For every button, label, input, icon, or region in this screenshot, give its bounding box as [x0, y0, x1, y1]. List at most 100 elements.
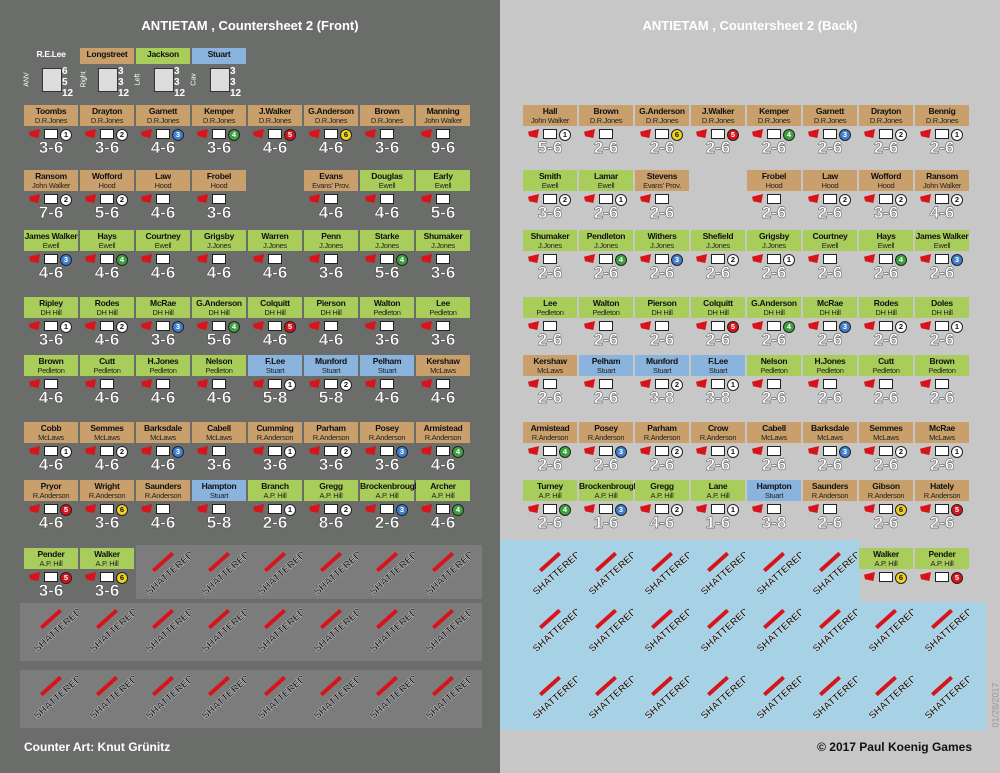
unit-parent: Ewell: [821, 241, 839, 250]
shattered-counter: SHATTERED: [192, 672, 246, 726]
unit-symbol: [935, 194, 949, 204]
unit-name: Kershaw: [533, 356, 567, 366]
unit-counter: Nelson Pedleton 4-6: [192, 355, 246, 409]
unit-parent: McLaws: [206, 433, 232, 442]
unit-symbol: [655, 446, 669, 456]
shattered-counter: SHATTERED: [691, 672, 745, 726]
unit-symbol: [44, 321, 58, 331]
unit-strength: 2-6: [761, 203, 787, 222]
unit-counter: McRae McLaws 1 2-6: [915, 422, 969, 476]
unit-name: Pierson: [316, 298, 346, 308]
unit-counter: Ransom John Walker 2 7-6: [24, 170, 78, 224]
unit-name: Law: [155, 171, 171, 181]
shattered-counter: SHATTERED: [803, 548, 857, 602]
unit-strength: 7-6: [38, 203, 64, 222]
unit-header: Brockenbrough A.P. Hill: [360, 480, 420, 501]
unit-name: Rodes: [94, 298, 120, 308]
unit-header: Colquitt DH Hill: [691, 297, 745, 318]
unit-badge: 3: [839, 446, 851, 458]
unit-strength: 2-6: [929, 330, 955, 349]
unit-badge: 4: [396, 254, 408, 266]
unit-parent: R.Anderson: [811, 491, 849, 500]
unit-counter: McRae DH Hill 3 2-6: [803, 297, 857, 351]
flag: [584, 321, 595, 330]
unit-header: Barksdale McLaws: [803, 422, 857, 443]
unit-name: Kershaw: [426, 356, 460, 366]
unit-badge: 3: [839, 321, 851, 333]
unit-symbol: [935, 572, 949, 582]
unit-parent: Pedleton: [429, 308, 457, 317]
unit-badge: 6: [116, 504, 128, 516]
flag: [808, 504, 819, 513]
unit-counter: Ripley DH Hill 1 3-6: [24, 297, 78, 351]
flag: [29, 194, 40, 203]
unit-badge: 3: [172, 321, 184, 333]
unit-symbol: [767, 379, 781, 389]
unit-header: Turney A.P. Hill: [523, 480, 577, 501]
unit-parent: John Walker: [922, 181, 962, 190]
unit-counter: Grigsby J.Jones 1 2-6: [747, 230, 801, 284]
unit-badge: 5: [284, 129, 296, 141]
unit-counter: Posey R.Anderson 3 3-6: [360, 422, 414, 476]
unit-parent: J.Jones: [762, 241, 786, 250]
unit-parent: A.P. Hill: [538, 491, 562, 500]
unit-badge: 2: [895, 194, 907, 206]
unit-badge: 4: [228, 321, 240, 333]
unit-header: Parham R.Anderson: [304, 422, 358, 443]
unit-counter: Douglas Ewell 4-6: [360, 170, 414, 224]
unit-badge: 5: [284, 321, 296, 333]
unit-name: Pelham: [591, 356, 621, 366]
flag: [528, 504, 539, 513]
unit-name: Hately: [930, 481, 954, 491]
shattered-counter: SHATTERED: [192, 605, 246, 659]
unit-symbol: [268, 446, 282, 456]
shattered-counter: SHATTERED: [360, 605, 414, 659]
flag: [808, 194, 819, 203]
unit-parent: Pedleton: [149, 366, 177, 375]
shattered-counter: SHATTERED: [24, 672, 78, 726]
unit-name: James Walker: [915, 231, 969, 241]
unit-symbol: [268, 321, 282, 331]
unit-symbol: [380, 321, 394, 331]
unit-parent: Hood: [765, 181, 783, 190]
unit-strength: 5-8: [206, 513, 232, 532]
unit-strength: 9-6: [430, 138, 456, 157]
unit-header: F.Lee Stuart: [691, 355, 745, 376]
unit-symbol: [823, 504, 837, 514]
unit-parent: DH Hill: [931, 308, 953, 317]
leader-name: Longstreet: [86, 49, 128, 59]
unit-symbol: [100, 572, 114, 582]
flag: [640, 321, 651, 330]
leader-value: 3: [230, 66, 236, 77]
unit-parent: D.R.Jones: [869, 116, 903, 125]
unit-name: Munford: [315, 356, 347, 366]
unit-strength: 3-6: [94, 581, 120, 600]
flag: [752, 379, 763, 388]
unit-parent: Evans' Prov.: [643, 181, 681, 190]
unit-symbol: [711, 254, 725, 264]
unit-name: Pender: [928, 549, 956, 559]
shattered-counter: SHATTERED: [747, 605, 801, 659]
shattered-counter: SHATTERED: [136, 548, 190, 602]
unit-symbol: [436, 446, 450, 456]
unit-header: Brown D.R.Jones: [579, 105, 633, 126]
unit-symbol: [212, 504, 226, 514]
unit-name: Shefield: [702, 231, 734, 241]
unit-parent: D.R.Jones: [701, 116, 735, 125]
unit-symbol: [711, 321, 725, 331]
shattered-counter: SHATTERED: [304, 672, 358, 726]
unit-badge: 2: [116, 194, 128, 206]
unit-badge: 3: [839, 129, 851, 141]
flag: [640, 254, 651, 263]
unit-parent: John Walker: [31, 181, 71, 190]
unit-symbol: [212, 446, 226, 456]
unit-counter: Saunders R.Anderson 4-6: [136, 480, 190, 534]
flag: [864, 504, 875, 513]
unit-badge: 2: [340, 504, 352, 516]
unit-header: Garnett D.R.Jones: [136, 105, 190, 126]
unit-name: McRae: [150, 298, 176, 308]
unit-badge: 2: [340, 379, 352, 391]
unit-badge: 4: [228, 129, 240, 141]
unit-header: Munford Stuart: [635, 355, 689, 376]
unit-parent: Pedleton: [928, 366, 956, 375]
